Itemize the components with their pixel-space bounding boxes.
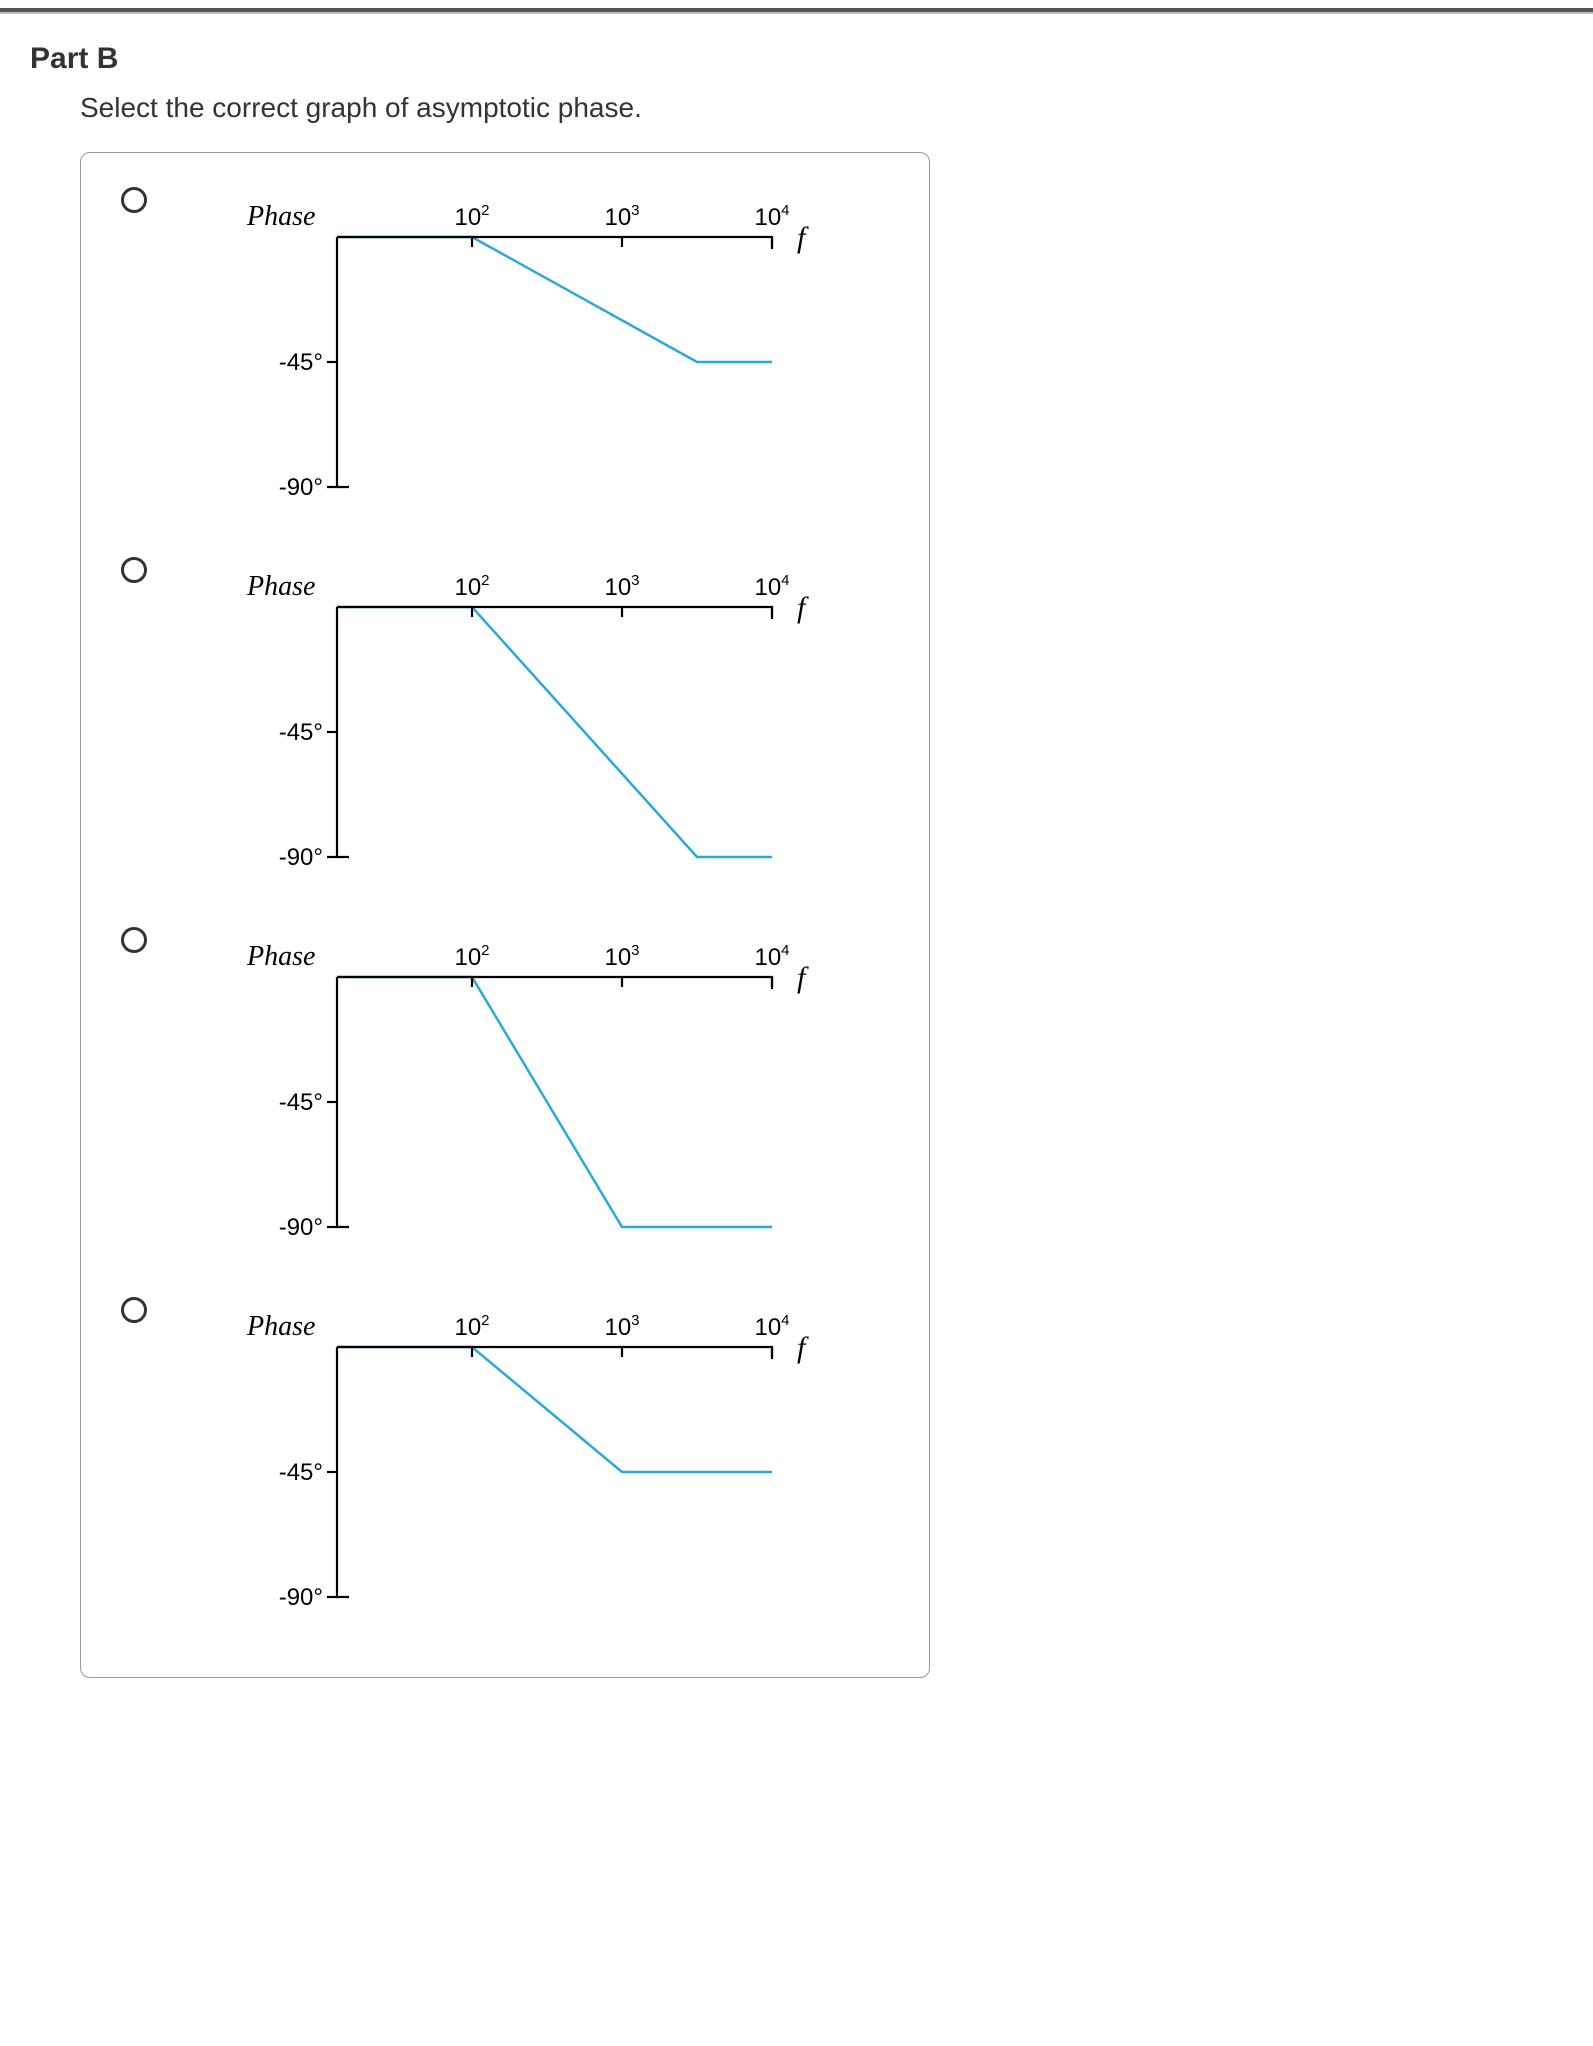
y-tick-label: -90° [279, 474, 323, 501]
y-axis-title: Phase [246, 571, 315, 602]
y-axis-title: Phase [246, 201, 315, 232]
answer-option: Phase102103104f-45°-90° [111, 1287, 899, 1647]
answer-option: Phase102103104f-45°-90° [111, 917, 899, 1277]
answer-radio[interactable] [121, 927, 147, 953]
phase-chart: Phase102103104f-45°-90° [187, 917, 827, 1277]
answer-option: Phase102103104f-45°-90° [111, 177, 899, 537]
phase-chart: Phase102103104f-45°-90° [187, 1287, 827, 1647]
question-prompt: Select the correct graph of asymptotic p… [80, 92, 1593, 124]
phase-chart: Phase102103104f-45°-90° [187, 547, 827, 907]
y-tick-label: -45° [279, 719, 323, 746]
y-tick-label: -90° [279, 1214, 323, 1241]
answer-option: Phase102103104f-45°-90° [111, 547, 899, 907]
y-axis-title: Phase [246, 941, 315, 972]
y-tick-label: -90° [279, 1584, 323, 1611]
y-axis-title: Phase [246, 1311, 315, 1342]
phase-chart: Phase102103104f-45°-90° [187, 177, 827, 537]
section-heading: Part B [30, 42, 1593, 76]
y-tick-label: -45° [279, 1089, 323, 1116]
answer-radio[interactable] [121, 1297, 147, 1323]
y-tick-label: -45° [279, 1459, 323, 1486]
y-tick-label: -90° [279, 844, 323, 871]
answer-radio[interactable] [121, 187, 147, 213]
page: Part B Select the correct graph of asymp… [0, 8, 1593, 1678]
answer-radio[interactable] [121, 557, 147, 583]
top-rule [0, 8, 1593, 14]
y-tick-label: -45° [279, 349, 323, 376]
options-container: Phase102103104f-45°-90°Phase102103104f-4… [80, 152, 930, 1678]
